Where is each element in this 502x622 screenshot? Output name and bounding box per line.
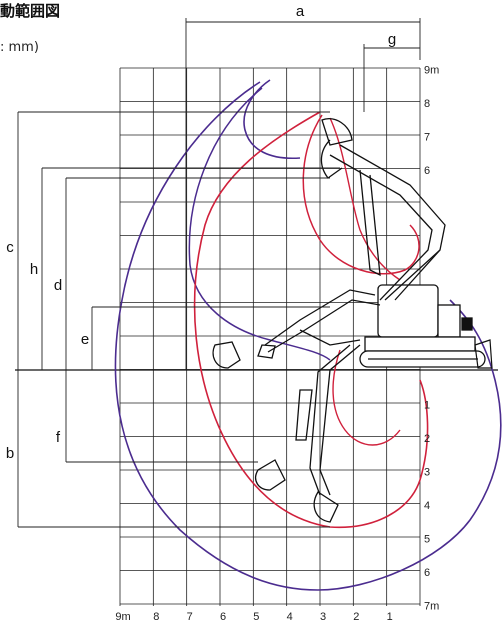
y-tick-label-up: 7 — [424, 132, 430, 144]
y-tick-label-down: 1 — [424, 400, 430, 412]
y-tick-label-up: 9m — [424, 65, 439, 77]
x-tick-label: 2 — [353, 611, 359, 622]
y-tick-label-down: 7m — [424, 601, 439, 613]
outer-envelope-curve — [114, 81, 502, 591]
dim-c: c — [6, 239, 14, 256]
dimension-labels: a g c h d e b f — [6, 3, 396, 462]
inner-envelope-loop — [302, 114, 420, 275]
dimension-lines — [17, 18, 421, 528]
x-tick-label: 4 — [287, 611, 293, 622]
x-tick-label: 1 — [387, 611, 393, 622]
dim-f: f — [56, 429, 61, 446]
dim-g: g — [388, 31, 396, 48]
y-tick-label-up: 8 — [424, 98, 430, 110]
x-tick-label: 3 — [320, 611, 326, 622]
y-tick-label-down: 5 — [424, 534, 430, 546]
y-tick-label-down: 4 — [424, 500, 430, 512]
inner-envelope-top — [329, 117, 401, 281]
dim-e: e — [81, 331, 89, 348]
y-tick-label-up: 6 — [424, 165, 430, 177]
excavator-blade — [474, 339, 493, 369]
outer-envelope-hook — [243, 79, 301, 160]
y-tick-label-down: 2 — [424, 433, 430, 445]
arm-down — [295, 344, 361, 523]
inner-envelope-curve — [193, 111, 429, 529]
mid-envelope-curve — [188, 87, 331, 361]
unit-note: : mm) — [0, 40, 39, 55]
y-tick-label-down: 3 — [424, 467, 430, 479]
x-tick-label: 5 — [253, 611, 259, 622]
dim-d: d — [54, 277, 62, 294]
x-axis-ticks: 9m 8 7 6 5 4 3 2 1 — [115, 611, 392, 622]
boom-raised — [320, 139, 446, 301]
dim-h: h — [30, 261, 38, 278]
diagram-title: 動範囲図 — [0, 2, 61, 20]
arm-upper — [321, 118, 381, 277]
x-tick-label: 8 — [153, 611, 159, 622]
boom-horizontal — [257, 289, 381, 359]
y-tick-label-down: 6 — [424, 567, 430, 579]
x-tick-label: 7 — [187, 611, 193, 622]
inner-lower-curve — [332, 349, 401, 446]
y-axis-ticks: 9m 8 7 6 1 2 3 4 5 6 7m — [424, 65, 439, 613]
bucket-lower-left — [255, 459, 286, 491]
excavator-upper — [359, 284, 486, 368]
bucket-mid-left — [212, 341, 241, 369]
x-tick-label: 9m — [115, 611, 130, 622]
dim-b: b — [6, 445, 14, 462]
x-tick-label: 6 — [220, 611, 226, 622]
dim-a: a — [296, 3, 305, 20]
